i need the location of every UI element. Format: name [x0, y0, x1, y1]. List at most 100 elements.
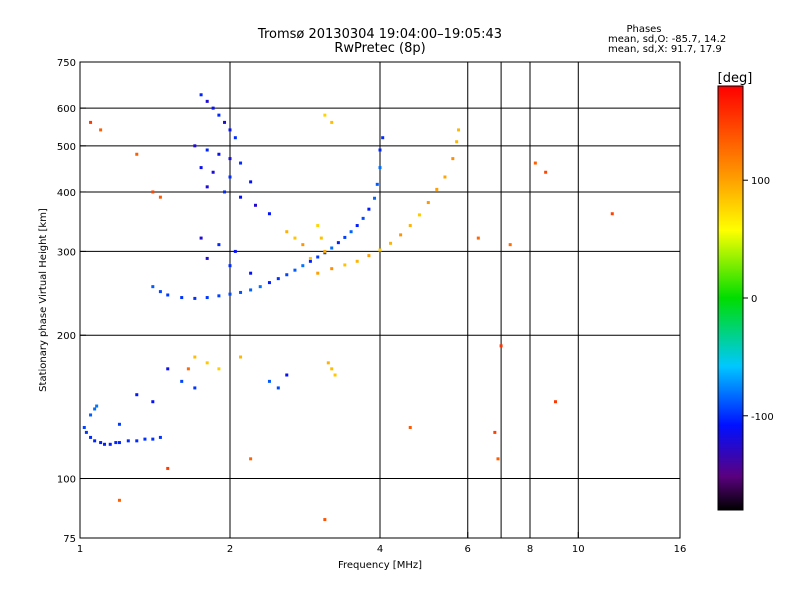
data-point — [89, 413, 93, 417]
data-point — [228, 128, 232, 132]
data-point — [544, 170, 548, 174]
data-point — [301, 264, 305, 268]
data-point — [330, 120, 334, 124]
data-point — [205, 361, 209, 365]
series-0 — [82, 404, 162, 446]
data-point — [199, 93, 203, 97]
data-point — [367, 207, 371, 211]
data-point — [330, 367, 334, 371]
data-point — [375, 182, 379, 186]
data-point — [217, 294, 221, 298]
data-point — [285, 373, 289, 377]
data-point — [389, 241, 393, 245]
data-point — [89, 120, 93, 124]
data-point — [135, 152, 139, 156]
y-tick-label: 300 — [57, 247, 76, 258]
data-point — [316, 255, 320, 259]
data-point — [205, 256, 209, 260]
data-point — [103, 442, 107, 446]
x-axis-label: Frequency [MHz] — [338, 560, 422, 571]
data-point — [89, 435, 93, 439]
data-point — [443, 175, 447, 179]
x-tick-label: 1 — [77, 544, 83, 555]
data-point — [117, 422, 121, 426]
series-6 — [89, 120, 614, 522]
y-axis-label: Stationary phase Virtual Height [km] — [38, 208, 49, 392]
data-point — [193, 386, 197, 390]
data-point — [228, 175, 232, 179]
data-point — [249, 271, 253, 275]
data-point — [166, 466, 170, 470]
data-point — [553, 400, 557, 404]
data-point — [276, 386, 280, 390]
data-point — [135, 439, 139, 443]
data-point — [355, 224, 359, 228]
data-point — [239, 290, 243, 294]
y-tick-label: 75 — [63, 534, 76, 545]
y-tick-label: 200 — [57, 331, 76, 342]
data-point — [205, 148, 209, 152]
data-point — [211, 170, 215, 174]
data-point — [249, 457, 253, 461]
data-point — [151, 437, 155, 441]
y-tick-label: 100 — [57, 475, 76, 486]
data-point — [499, 344, 503, 348]
series-3 — [193, 93, 271, 275]
x-tick-label: 8 — [527, 544, 533, 555]
data-point — [323, 113, 327, 117]
data-point — [239, 195, 243, 199]
colorbar-tick-label: 0 — [751, 294, 757, 305]
data-point — [205, 185, 209, 189]
y-tick-label: 400 — [57, 188, 76, 199]
data-point — [158, 435, 162, 439]
data-point — [378, 148, 382, 152]
data-point — [158, 290, 162, 294]
data-point — [343, 235, 347, 239]
data-point — [285, 230, 289, 234]
data-point — [217, 152, 221, 156]
data-point — [151, 285, 155, 289]
data-point — [267, 212, 271, 216]
data-point — [249, 288, 253, 292]
data-point — [285, 273, 289, 277]
data-point — [95, 404, 99, 408]
chart-title: Tromsø 20130304 19:04:00–19:05:43 — [257, 27, 502, 42]
data-point — [426, 201, 430, 205]
data-point — [180, 296, 184, 300]
data-point — [326, 361, 330, 365]
data-point — [333, 373, 337, 377]
data-point — [217, 243, 221, 247]
colorbar-label: [deg] — [718, 71, 753, 86]
data-point — [373, 196, 377, 200]
colorbar-tick-label: 100 — [751, 176, 770, 187]
data-point — [330, 267, 334, 271]
data-point — [82, 425, 86, 429]
data-point — [233, 136, 237, 140]
data-point — [84, 430, 88, 434]
data-point — [493, 430, 497, 434]
y-tick-label: 600 — [57, 104, 76, 115]
data-point — [205, 99, 209, 103]
phases-x-stats: mean, sd,X: 91.7, 17.9 — [608, 44, 722, 55]
colorbar-ticks: 100 0 -100 — [743, 176, 774, 423]
data-point — [199, 166, 203, 170]
data-point — [217, 113, 221, 117]
data-point — [408, 224, 412, 228]
data-point — [308, 256, 312, 260]
data-point — [126, 439, 130, 443]
data-point — [205, 296, 209, 300]
data-point — [417, 213, 421, 217]
data-point — [223, 120, 227, 124]
data-point — [381, 136, 385, 140]
data-point — [316, 271, 320, 275]
data-point — [323, 518, 327, 522]
data-point — [93, 439, 97, 443]
data-point — [451, 157, 455, 161]
data-point — [308, 259, 312, 263]
data-point — [217, 367, 221, 371]
data-point — [117, 441, 121, 445]
data-point — [135, 393, 139, 397]
data-point — [361, 216, 365, 220]
data-point — [399, 233, 403, 237]
